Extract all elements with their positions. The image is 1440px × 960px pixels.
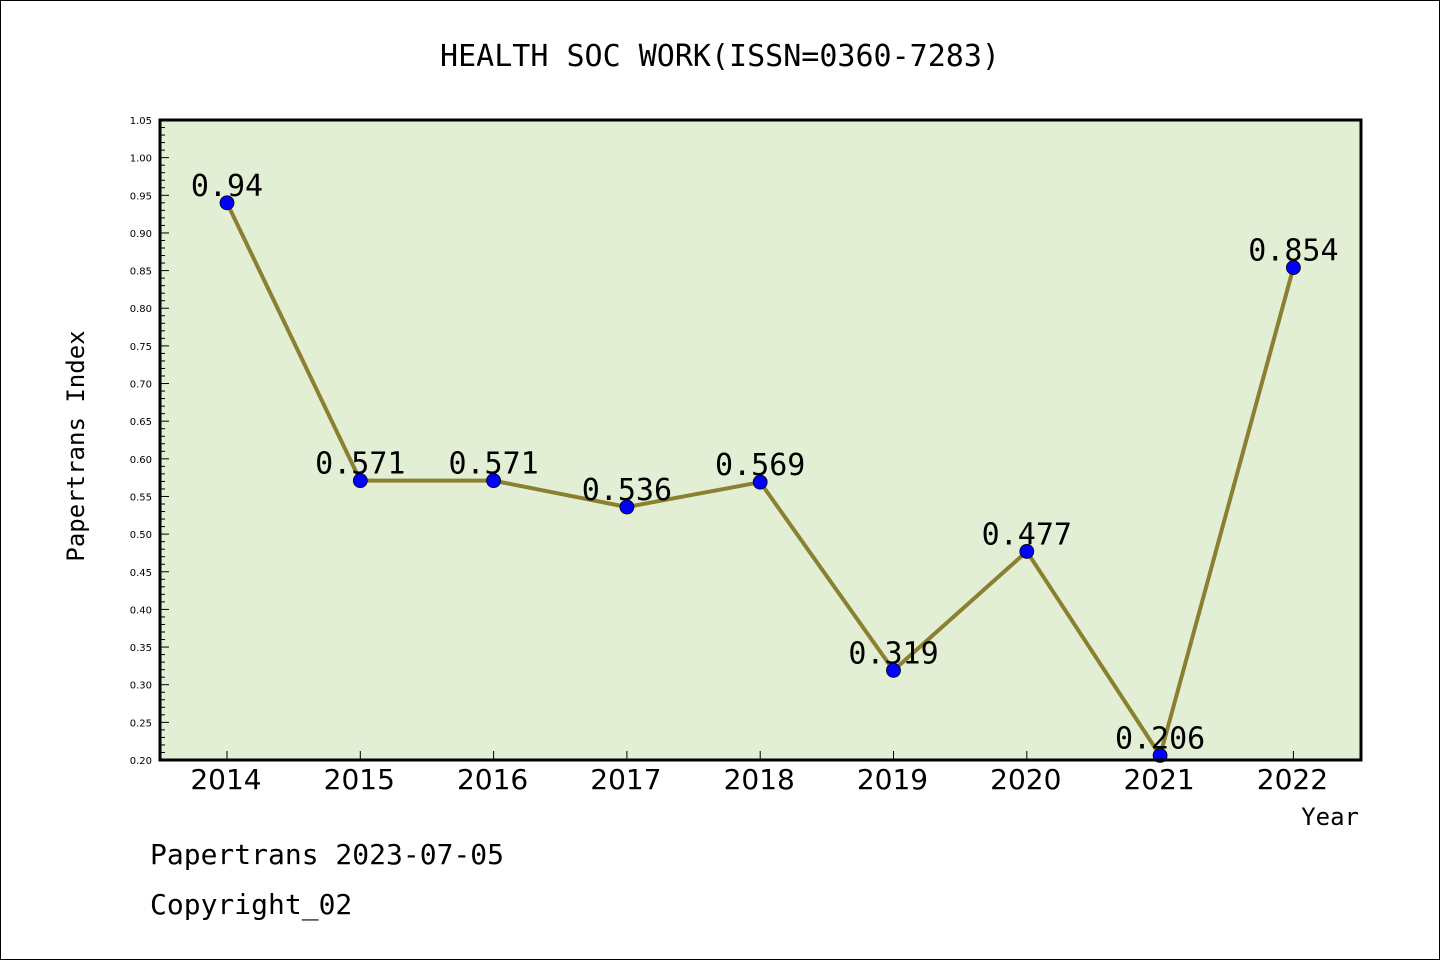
plot-border [158, 118, 1363, 762]
x-tick-label: 2019 [857, 763, 928, 796]
y-tick-label: 0.80 [130, 304, 152, 315]
y-tick-label: 0.70 [130, 380, 152, 391]
y-tick-label: 0.35 [130, 643, 152, 654]
y-tick-label: 0.65 [130, 417, 152, 428]
y-tick-label: 0.95 [130, 191, 152, 202]
y-tick-label: 1.00 [130, 154, 152, 165]
data-label: 0.854 [1248, 234, 1338, 269]
y-tick-label: 0.30 [130, 681, 152, 692]
data-label: 0.571 [315, 447, 405, 482]
x-tick-label: 2022 [1257, 763, 1328, 796]
data-point [486, 473, 502, 489]
plot-area [160, 120, 1361, 760]
data-label: 0.94 [191, 169, 263, 204]
data-label: 0.536 [582, 473, 672, 508]
data-point [1019, 544, 1035, 559]
x-tick-label: 2015 [324, 763, 395, 796]
data-label: 0.206 [1115, 721, 1205, 756]
y-tick-label: 0.60 [130, 455, 152, 466]
data-point [219, 195, 235, 211]
y-tick-label: 0.90 [130, 229, 152, 240]
y-tick-label: 0.55 [130, 492, 152, 503]
data-point [619, 499, 635, 515]
x-tick-label: 2021 [1123, 763, 1194, 796]
footer-copyright: Copyright_02 [150, 888, 352, 922]
x-tick-label: 2017 [590, 763, 661, 796]
x-tick-label: 2020 [990, 763, 1061, 796]
data-label: 0.569 [715, 448, 805, 483]
y-tick-label: 1.05 [130, 116, 152, 127]
x-tick-label: 2014 [190, 763, 261, 796]
data-point [752, 474, 768, 490]
x-axis-title: Year [1301, 803, 1359, 831]
y-tick-label: 0.45 [130, 568, 152, 579]
y-tick-label: 0.50 [130, 530, 152, 541]
data-point [352, 473, 368, 489]
x-tick-label: 2016 [457, 763, 528, 796]
y-axis-title: Papertrans Index [62, 330, 90, 561]
x-tick-label: 2018 [724, 763, 795, 796]
chart-title: HEALTH SOC WORK(ISSN=0360-7283) [440, 39, 1000, 74]
data-label: 0.319 [848, 636, 938, 671]
y-tick-label: 0.20 [130, 756, 152, 767]
data-point [886, 663, 901, 678]
footer-date: Papertrans 2023-07-05 [150, 838, 504, 871]
data-point [1286, 260, 1301, 275]
y-tick-label: 0.75 [130, 342, 152, 353]
y-tick-label: 0.25 [130, 718, 152, 729]
y-tick-label: 0.85 [130, 267, 152, 278]
data-label: 0.477 [982, 517, 1072, 552]
y-tick-label: 0.40 [130, 605, 152, 616]
data-label: 0.571 [448, 447, 538, 482]
